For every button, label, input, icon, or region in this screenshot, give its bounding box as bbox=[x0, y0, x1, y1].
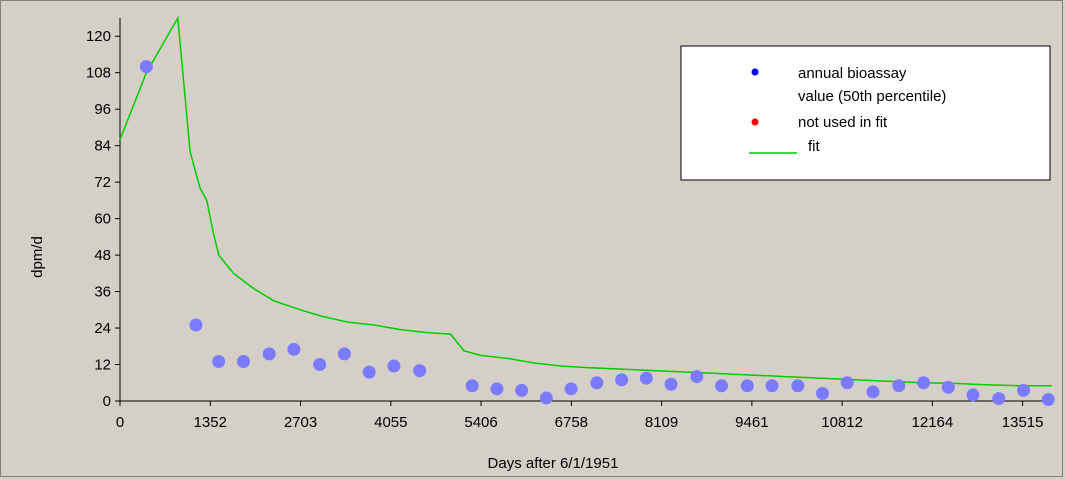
data-point bbox=[1041, 392, 1055, 406]
data-point bbox=[966, 388, 980, 402]
data-point bbox=[791, 379, 805, 393]
y-tick-label: 24 bbox=[94, 320, 111, 337]
y-tick-label: 12 bbox=[94, 357, 111, 374]
data-point bbox=[690, 370, 704, 384]
data-point bbox=[189, 318, 203, 332]
data-point bbox=[664, 377, 678, 391]
data-point bbox=[515, 383, 529, 397]
y-axis-title: dpm/d bbox=[29, 236, 46, 278]
x-tick-label: 4055 bbox=[374, 414, 407, 431]
data-point bbox=[740, 379, 754, 393]
x-tick-label: 6758 bbox=[555, 414, 588, 431]
data-point bbox=[941, 380, 955, 394]
data-point bbox=[139, 60, 153, 74]
data-point bbox=[337, 347, 351, 361]
legend-marker-bioassay bbox=[751, 68, 759, 76]
x-tick-label: 1352 bbox=[194, 414, 227, 431]
y-tick-label: 60 bbox=[94, 211, 111, 228]
data-point bbox=[313, 358, 327, 372]
data-point bbox=[387, 359, 401, 373]
x-tick-label: 12164 bbox=[912, 414, 954, 431]
y-tick-label: 36 bbox=[94, 284, 111, 301]
data-point bbox=[615, 373, 629, 387]
y-tick-label: 48 bbox=[94, 247, 111, 264]
legend-box bbox=[680, 45, 1051, 181]
data-point bbox=[892, 379, 906, 393]
data-point bbox=[840, 376, 854, 390]
legend-label-not-used: not used in fit bbox=[798, 114, 888, 131]
data-point bbox=[212, 354, 226, 368]
x-tick-label: 8109 bbox=[645, 414, 678, 431]
data-point bbox=[1016, 383, 1030, 397]
legend-label-bioassay: annual bioassay bbox=[798, 65, 907, 82]
y-tick-label: 84 bbox=[94, 138, 111, 155]
data-point bbox=[262, 347, 276, 361]
data-point bbox=[490, 382, 504, 396]
x-axis-title: Days after 6/1/1951 bbox=[488, 455, 619, 472]
x-tick-label: 5406 bbox=[464, 414, 497, 431]
data-point bbox=[639, 371, 653, 385]
x-tick-label: 9461 bbox=[735, 414, 768, 431]
data-point bbox=[413, 364, 427, 378]
x-tick-label: 10812 bbox=[821, 414, 863, 431]
x-tick-label: 13515 bbox=[1002, 414, 1044, 431]
data-point bbox=[539, 391, 553, 405]
legend-label-fit: fit bbox=[808, 138, 821, 155]
data-point bbox=[715, 379, 729, 393]
y-tick-label: 96 bbox=[94, 101, 111, 118]
data-point bbox=[564, 382, 578, 396]
data-point bbox=[917, 376, 931, 390]
data-point bbox=[992, 392, 1006, 406]
data-point bbox=[287, 342, 301, 356]
data-point bbox=[866, 385, 880, 399]
data-point bbox=[362, 365, 376, 379]
data-point bbox=[465, 379, 479, 393]
legend: annual bioassay value (50th percentile) … bbox=[680, 45, 1051, 181]
data-point bbox=[765, 379, 779, 393]
y-tick-label: 72 bbox=[94, 174, 111, 191]
data-point bbox=[590, 376, 604, 390]
legend-label-bioassay-line2: value (50th percentile) bbox=[798, 88, 946, 105]
y-tick-label: 0 bbox=[103, 393, 111, 410]
legend-marker-not-used bbox=[751, 118, 759, 126]
x-tick-label: 0 bbox=[116, 414, 124, 431]
plot-area: 0 12 24 36 48 60 72 84 96 108 120 0 1352 2703 4055 5406… bbox=[86, 15, 1055, 431]
y-tick-label: 108 bbox=[86, 65, 111, 82]
x-tick-label: 2703 bbox=[284, 414, 317, 431]
data-point bbox=[816, 386, 830, 400]
data-point bbox=[236, 354, 250, 368]
y-tick-label: 120 bbox=[86, 28, 111, 45]
